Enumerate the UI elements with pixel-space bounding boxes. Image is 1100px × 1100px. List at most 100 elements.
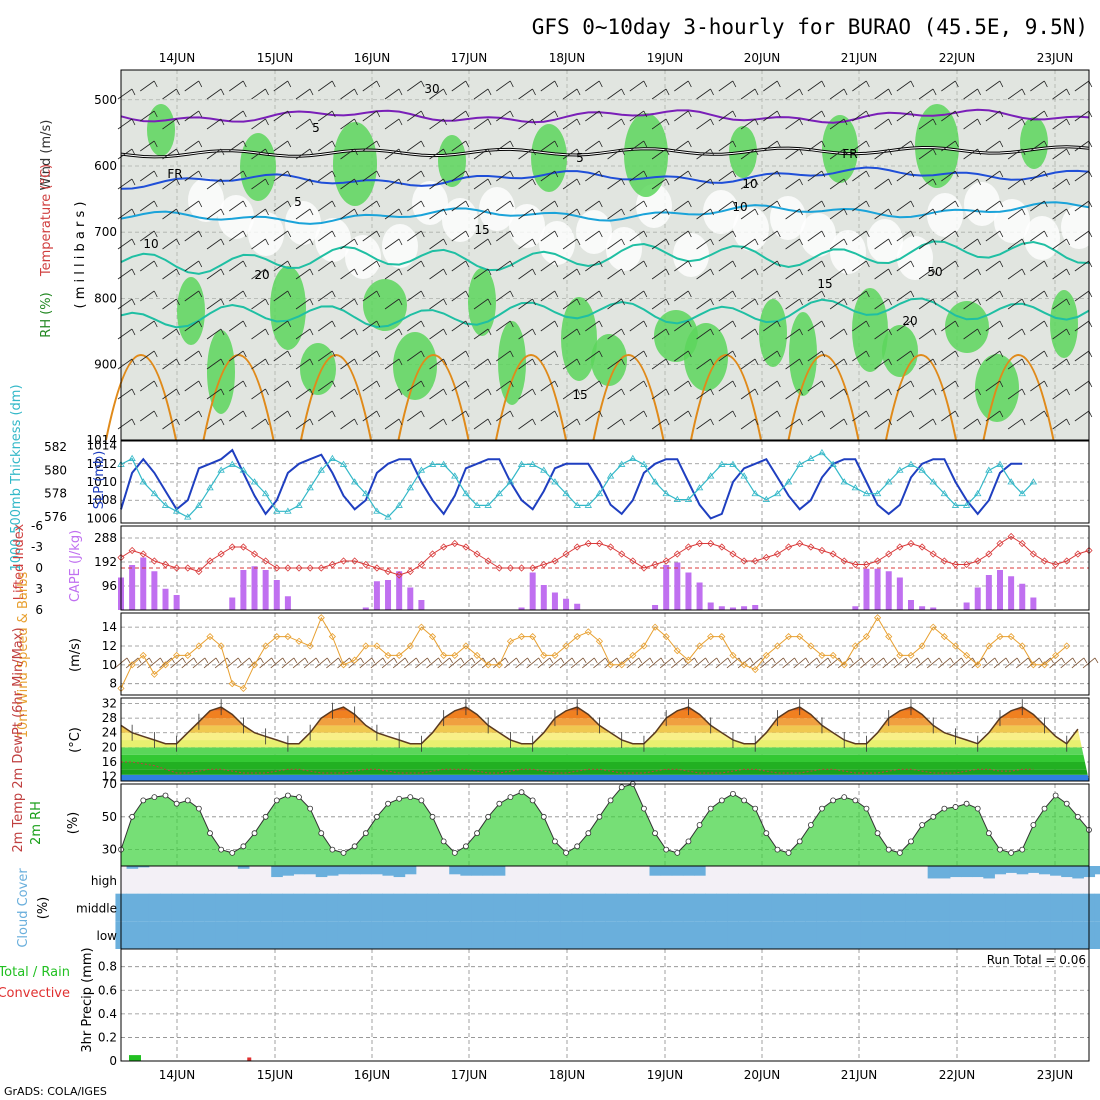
wind-barb-flag bbox=[621, 208, 625, 216]
wind-barb-flag bbox=[420, 230, 425, 238]
wind-barb-flag bbox=[487, 178, 492, 186]
cape-bar bbox=[518, 607, 525, 610]
wind-barb bbox=[763, 410, 778, 422]
thickness-point bbox=[551, 478, 559, 485]
wind-barb-flag bbox=[665, 418, 670, 426]
wind-barb-flag bbox=[242, 110, 247, 118]
wind-barb bbox=[585, 380, 600, 392]
wind-barb-flag bbox=[354, 118, 358, 126]
wind-barb-flag bbox=[532, 388, 536, 396]
wind-barb bbox=[496, 380, 511, 392]
cape-bar bbox=[129, 565, 136, 610]
wind-barb bbox=[540, 380, 556, 392]
wind-barb-flag bbox=[354, 268, 358, 276]
cloud-cell-low bbox=[849, 921, 862, 949]
wind-barb bbox=[585, 200, 600, 212]
wind-barb-10m-flag bbox=[215, 657, 220, 664]
wind-barb-flag bbox=[1066, 178, 1070, 186]
wind-barb-flag bbox=[754, 238, 759, 246]
wind-barb bbox=[1074, 110, 1090, 122]
thickness-point bbox=[517, 460, 526, 467]
wind-barb-flag bbox=[198, 110, 203, 118]
cloud-cell-middle bbox=[515, 893, 528, 922]
y-tick-label: -3 bbox=[31, 540, 43, 554]
wind-barb bbox=[429, 358, 444, 370]
wind-barb bbox=[629, 320, 645, 332]
wind-barb bbox=[763, 140, 778, 152]
wind-barb-flag bbox=[465, 230, 470, 238]
wind-barb-flag bbox=[665, 268, 670, 276]
thickness-point bbox=[295, 501, 303, 508]
wind-barb bbox=[229, 200, 244, 212]
wind-barb bbox=[674, 80, 689, 92]
wind-barb-10m bbox=[793, 657, 806, 669]
wind-barb-flag bbox=[443, 328, 447, 336]
wind-barb bbox=[852, 410, 867, 422]
wind-speed-point bbox=[729, 651, 737, 659]
wind-barb-flag bbox=[665, 148, 670, 156]
wind-barb-flag bbox=[176, 418, 180, 426]
wind-barb-flag bbox=[621, 148, 625, 156]
wind-barb bbox=[896, 110, 912, 122]
wind-barb bbox=[585, 350, 600, 362]
wind-barb bbox=[451, 170, 467, 182]
wind-barb bbox=[362, 80, 378, 92]
cloud-cell-high bbox=[660, 866, 673, 876]
wind-barb-flag bbox=[309, 388, 314, 396]
wind-barb-flag bbox=[354, 358, 358, 366]
rh2m-point bbox=[440, 838, 447, 845]
lifted-index-point bbox=[618, 550, 626, 558]
wind-barb-flag bbox=[954, 230, 959, 238]
wind-barb bbox=[162, 118, 177, 130]
wind-barb-10m-flag bbox=[682, 657, 687, 664]
y-tick-label: 576 bbox=[44, 510, 67, 524]
wind-barb bbox=[674, 110, 689, 122]
wind-barb bbox=[874, 298, 889, 310]
wind-barb-flag bbox=[865, 140, 870, 148]
wind-barb-flag bbox=[554, 260, 559, 268]
wind-barb bbox=[1052, 178, 1067, 190]
wind-barb-10m-flag bbox=[827, 657, 832, 664]
cloud-cell-middle bbox=[1072, 893, 1084, 922]
wind-barb-10m-flag bbox=[393, 657, 398, 664]
wind-barb bbox=[1030, 290, 1045, 302]
wind-barb bbox=[963, 358, 978, 370]
wind-barb-flag bbox=[287, 140, 292, 148]
wind-barb bbox=[184, 350, 199, 362]
wind-barb-10m-flag bbox=[271, 657, 275, 664]
wind-barb-flag bbox=[710, 328, 714, 336]
wind-barb bbox=[251, 178, 266, 190]
wind-barb-flag bbox=[487, 358, 492, 366]
wind-speed-point bbox=[1063, 642, 1071, 650]
wind-barb-flag bbox=[1066, 238, 1070, 246]
wind-speed-point bbox=[751, 665, 759, 674]
wind-barb-flag bbox=[420, 140, 425, 148]
wind-barb bbox=[963, 238, 978, 250]
lifted-index-point bbox=[529, 564, 537, 572]
cloud-cell-middle bbox=[549, 893, 561, 922]
wind-barb-flag bbox=[932, 298, 937, 306]
cloud-cell-middle bbox=[938, 893, 951, 922]
x-tick-label-top: 21JUN bbox=[841, 51, 878, 65]
rh2m-point bbox=[140, 797, 147, 804]
wind-barb bbox=[651, 388, 667, 400]
wind-barb-flag bbox=[999, 380, 1004, 388]
wind-barb-flag bbox=[1021, 88, 1026, 96]
cloud-cell-middle bbox=[827, 893, 840, 922]
x-tick-label-top: 22JUN bbox=[939, 51, 976, 65]
wind-barb bbox=[674, 350, 689, 362]
wind-barb bbox=[184, 200, 199, 212]
wind-barb bbox=[718, 380, 734, 392]
wind-barb bbox=[785, 208, 800, 220]
wind-barb-flag bbox=[1021, 268, 1026, 276]
thickness-point bbox=[540, 466, 548, 473]
rh2m-point bbox=[340, 849, 347, 856]
cloud-cell-middle bbox=[282, 893, 294, 922]
wind-barb bbox=[740, 298, 756, 310]
wind-barb bbox=[206, 148, 222, 160]
contour-label: 5 bbox=[576, 151, 584, 165]
wind-barb-10m-flag bbox=[983, 657, 988, 664]
wind-barb bbox=[852, 350, 867, 362]
wind-barb bbox=[696, 178, 711, 190]
wind-barb-10m bbox=[281, 657, 295, 669]
